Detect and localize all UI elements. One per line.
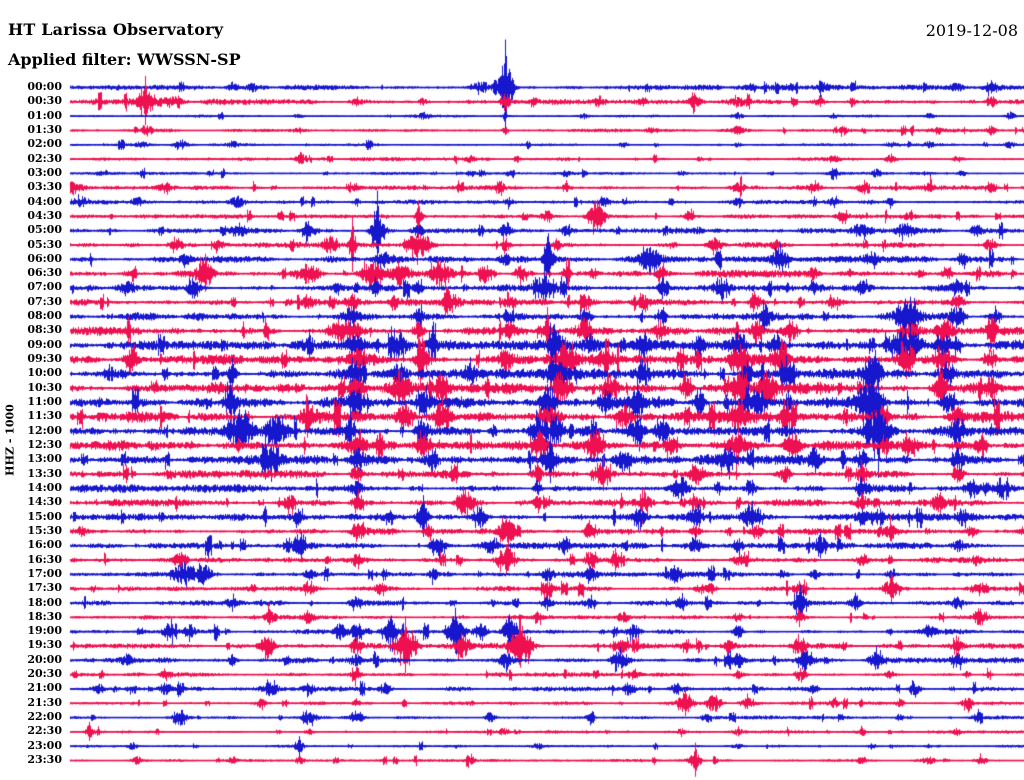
time-label: 14:30 <box>27 495 62 509</box>
time-label: 20:30 <box>27 667 62 681</box>
time-label: 15:30 <box>27 523 62 537</box>
filter-label: Applied filter: WWSSN-SP <box>8 50 241 69</box>
time-label: 08:30 <box>27 323 62 337</box>
time-label: 20:00 <box>27 652 62 666</box>
time-label: 05:30 <box>27 237 62 251</box>
time-label: 13:30 <box>27 466 62 480</box>
time-label: 19:00 <box>27 624 62 638</box>
time-label: 13:00 <box>27 452 62 466</box>
time-label: 03:00 <box>27 165 62 179</box>
time-label: 22:30 <box>27 724 62 738</box>
time-label: 18:30 <box>27 609 62 623</box>
time-label: 03:30 <box>27 180 62 194</box>
time-label: 01:30 <box>27 122 62 136</box>
time-label: 22:00 <box>27 710 62 724</box>
time-label: 21:30 <box>27 695 62 709</box>
time-label: 00:00 <box>27 80 62 93</box>
record-date: 2019-12-08 <box>925 21 1018 40</box>
time-label: 21:00 <box>27 681 62 695</box>
time-label: 23:00 <box>27 738 62 752</box>
time-label: 17:30 <box>27 581 62 595</box>
time-label: 11:00 <box>27 395 62 409</box>
station-title: HT Larissa Observatory <box>8 20 224 39</box>
time-label: 01:00 <box>27 108 62 122</box>
time-label: 04:30 <box>27 208 62 222</box>
time-label: 11:30 <box>27 409 62 423</box>
time-label: 16:00 <box>27 538 62 552</box>
time-label: 08:00 <box>27 309 62 323</box>
time-label: 12:00 <box>27 423 62 437</box>
time-label: 17:00 <box>27 566 62 580</box>
time-label: 15:00 <box>27 509 62 523</box>
time-label: 12:30 <box>27 438 62 451</box>
time-label: 05:00 <box>27 223 62 237</box>
time-label: 02:30 <box>27 151 62 165</box>
time-label: 10:30 <box>27 380 62 394</box>
time-label: 10:00 <box>27 366 62 380</box>
time-label: 07:00 <box>27 280 62 294</box>
time-label: 06:30 <box>27 266 62 280</box>
time-label: 18:00 <box>27 595 62 609</box>
time-label: 02:00 <box>27 137 62 151</box>
time-label: 09:00 <box>27 337 62 351</box>
time-label: 07:30 <box>27 294 62 308</box>
time-label: 06:00 <box>27 251 62 265</box>
time-label: 16:30 <box>27 552 62 566</box>
time-label: 19:30 <box>27 638 62 652</box>
time-label: 23:30 <box>27 753 62 767</box>
time-label: 04:00 <box>27 194 62 208</box>
time-label: 00:30 <box>27 94 62 108</box>
time-label: 14:00 <box>27 480 62 494</box>
time-label: 09:30 <box>27 352 62 366</box>
